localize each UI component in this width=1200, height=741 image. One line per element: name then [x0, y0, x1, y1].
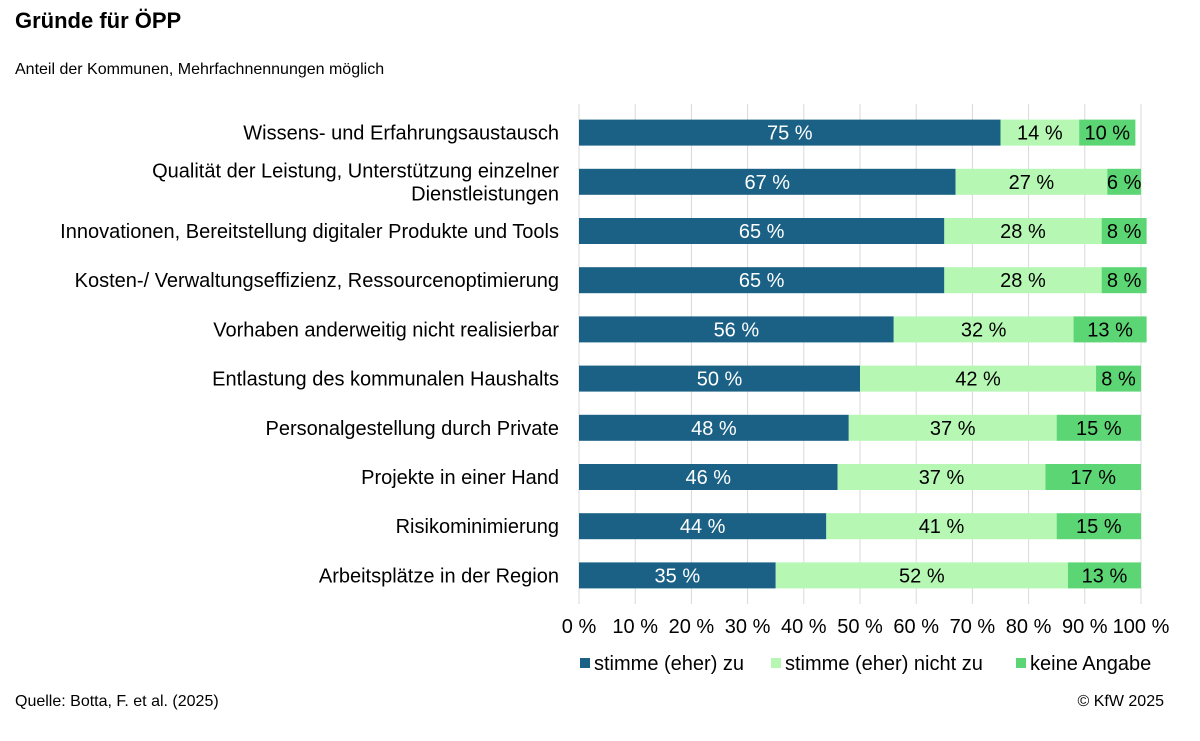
bar-segment — [775, 562, 1068, 589]
bar-segment — [1096, 365, 1141, 392]
data-label: 56 % — [714, 319, 760, 341]
data-label: 6 % — [1107, 172, 1142, 194]
bar-segment — [1067, 562, 1141, 589]
data-label: 44 % — [680, 516, 726, 538]
legend-label: stimme (eher) zu — [594, 653, 744, 675]
x-tick-label: 90 % — [1062, 616, 1108, 638]
category-label: Dienstleistungen — [411, 183, 559, 205]
x-tick-label: 30 % — [725, 616, 771, 638]
data-label: 42 % — [955, 369, 1001, 391]
bar-segment — [1056, 513, 1141, 540]
category-label: Risikominimierung — [396, 516, 559, 538]
category-label: Entlastung des kommunalen Haushalts — [212, 369, 559, 391]
data-label: 13 % — [1082, 565, 1128, 587]
chart-title: Gründe für ÖPP — [15, 8, 182, 33]
data-label: 15 % — [1076, 516, 1122, 538]
category-label: Arbeitsplätze in der Region — [319, 565, 559, 587]
bar-segment — [579, 267, 945, 294]
data-label: 28 % — [1000, 221, 1046, 243]
data-label: 37 % — [930, 418, 976, 440]
category-label: Qualität der Leistung, Unterstützung ein… — [152, 160, 559, 182]
data-label: 65 % — [739, 221, 785, 243]
bar-segment — [826, 513, 1057, 540]
data-label: 17 % — [1070, 467, 1116, 489]
bar-segment — [860, 365, 1097, 392]
bar-segment — [1000, 119, 1080, 146]
data-label: 27 % — [1009, 172, 1055, 194]
bar-segment — [579, 365, 860, 392]
bar-segment — [579, 464, 838, 490]
data-label: 48 % — [691, 418, 737, 440]
data-label: 10 % — [1084, 123, 1130, 145]
data-label: 75 % — [767, 123, 813, 145]
legend-swatch — [580, 658, 590, 668]
data-label: 67 % — [744, 172, 790, 194]
bar-segment — [1101, 218, 1147, 244]
data-label: 46 % — [685, 467, 731, 489]
data-label: 28 % — [1000, 270, 1046, 292]
data-label: 13 % — [1087, 319, 1133, 341]
data-label: 14 % — [1017, 123, 1063, 145]
bar-segment — [1107, 168, 1141, 195]
x-tick-label: 40 % — [781, 616, 827, 638]
x-tick-label: 70 % — [950, 616, 996, 638]
data-label: 50 % — [697, 369, 743, 391]
legend-swatch — [1016, 658, 1026, 668]
category-label: Kosten-/ Verwaltungseffizienz, Ressource… — [75, 270, 559, 292]
bar-segment — [955, 168, 1108, 195]
legend-label: stimme (eher) nicht zu — [785, 653, 983, 675]
bar-segment — [944, 267, 1102, 294]
x-tick-label: 60 % — [893, 616, 939, 638]
data-label: 15 % — [1076, 418, 1122, 440]
bar-segment — [837, 464, 1046, 490]
data-label: 8 % — [1107, 270, 1142, 292]
category-label: Innovationen, Bereitstellung digitaler P… — [60, 221, 559, 243]
data-label: 65 % — [739, 270, 785, 292]
category-label: Projekte in einer Hand — [361, 467, 559, 489]
category-label: Vorhaben anderweitig nicht realisierbar — [213, 319, 559, 341]
bar-segment — [944, 218, 1102, 244]
bar-segment — [579, 414, 849, 441]
category-label: Wissens- und Erfahrungsaustausch — [243, 123, 559, 145]
bar-segment — [579, 513, 827, 540]
x-tick-label: 100 % — [1113, 616, 1170, 638]
bar-segment — [1056, 414, 1141, 441]
data-label: 41 % — [919, 516, 965, 538]
data-label: 35 % — [655, 565, 701, 587]
bar-segment — [848, 414, 1057, 441]
x-tick-label: 80 % — [1006, 616, 1052, 638]
copyright-note: © KfW 2025 — [1077, 693, 1165, 710]
legend-label: keine Angabe — [1030, 653, 1151, 675]
bar-segment — [1045, 464, 1141, 490]
data-label: 52 % — [899, 565, 945, 587]
bar-segment — [1073, 316, 1147, 343]
legend-swatch — [771, 658, 781, 668]
data-label: 8 % — [1107, 221, 1142, 243]
x-tick-label: 50 % — [837, 616, 883, 638]
bar-segment — [579, 218, 945, 244]
x-tick-label: 10 % — [612, 616, 658, 638]
data-label: 32 % — [961, 319, 1007, 341]
bar-segment — [579, 168, 956, 195]
bar-segment — [579, 119, 1001, 146]
chart-subtitle: Anteil der Kommunen, Mehrfachnennungen m… — [15, 61, 385, 78]
data-label: 37 % — [919, 467, 965, 489]
bar-segment — [579, 562, 776, 589]
source-note: Quelle: Botta, F. et al. (2025) — [15, 693, 219, 710]
bar-segment — [1079, 119, 1136, 146]
data-label: 8 % — [1101, 369, 1136, 391]
bar-segment — [579, 316, 894, 343]
x-tick-label: 0 % — [562, 616, 597, 638]
bar-segment — [1101, 267, 1147, 294]
category-label: Personalgestellung durch Private — [265, 418, 559, 440]
bar-segment — [893, 316, 1074, 343]
x-tick-label: 20 % — [669, 616, 715, 638]
